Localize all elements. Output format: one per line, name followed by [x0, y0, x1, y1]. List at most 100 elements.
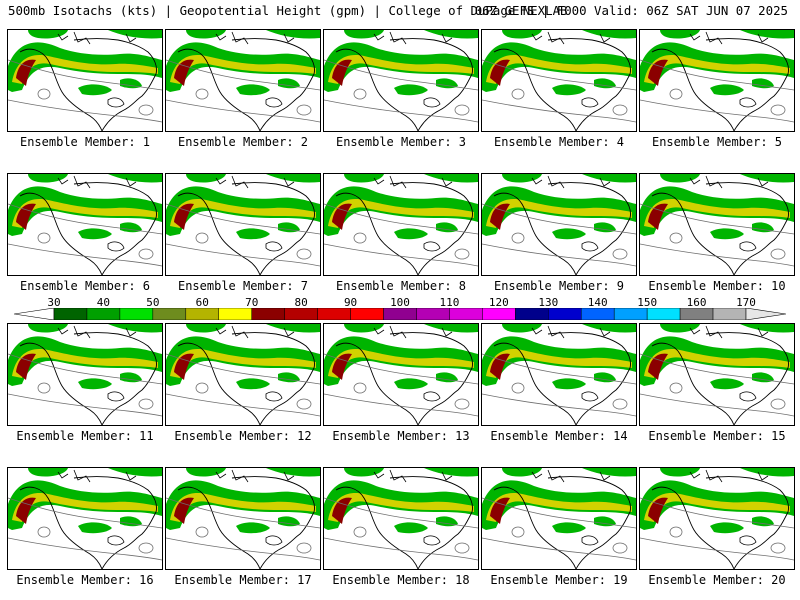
colorbar-swatch	[515, 308, 549, 320]
ensemble-map-6	[7, 173, 163, 276]
colorbar-swatch	[416, 308, 450, 320]
isotach-map	[166, 468, 320, 569]
ensemble-map-20	[639, 467, 795, 570]
ensemble-member-label: Ensemble Member: 4	[493, 135, 625, 149]
ensemble-map-7	[165, 173, 321, 276]
colorbar-tick-label: 120	[488, 296, 509, 309]
colorbar-swatch	[284, 308, 318, 320]
ensemble-member-label: Ensemble Member: 18	[332, 573, 470, 587]
ensemble-member-label: Ensemble Member: 11	[16, 429, 154, 443]
colorbar-tick-label: 100	[390, 296, 410, 309]
isotach-map	[8, 174, 162, 275]
ensemble-member-label: Ensemble Member: 10	[648, 279, 786, 293]
ensemble-member-label: Ensemble Member: 5	[651, 135, 783, 149]
isotach-map	[8, 324, 162, 425]
colorbar-arrow-right	[745, 308, 786, 320]
ensemble-member-label: Ensemble Member: 20	[648, 573, 786, 587]
ensemble-map-5	[639, 29, 795, 132]
isotach-map	[166, 324, 320, 425]
colorbar-swatch	[613, 308, 648, 320]
ensemble-map-8	[323, 173, 479, 276]
ensemble-map-1	[7, 29, 163, 132]
isotach-map	[166, 174, 320, 275]
colorbar-swatch	[350, 308, 384, 320]
colorbar-swatch	[646, 308, 681, 320]
colorbar-scale	[14, 308, 786, 320]
ensemble-member-label: Ensemble Member: 6	[19, 279, 151, 293]
ensemble-member-label: Ensemble Member: 13	[332, 429, 470, 443]
ensemble-map-2	[165, 29, 321, 132]
colorbar-tick-label: 130	[538, 296, 559, 309]
isotach-map	[482, 324, 636, 425]
ensemble-member-label: Ensemble Member: 7	[177, 279, 309, 293]
colorbar-swatch	[580, 308, 615, 320]
colorbar-tick-label: 140	[587, 296, 608, 309]
ensemble-member-label: Ensemble Member: 8	[335, 279, 467, 293]
colorbar-tick-label: 50	[146, 296, 160, 309]
ensemble-map-4	[481, 29, 637, 132]
colorbar-tick-label: 80	[294, 296, 308, 309]
ensemble-map-13	[323, 323, 479, 426]
colorbar-swatch	[152, 308, 187, 320]
ensemble-member-label: Ensemble Member: 2	[177, 135, 309, 149]
ensemble-member-label: Ensemble Member: 16	[16, 573, 154, 587]
colorbar-swatch	[548, 308, 582, 320]
product-title: 500mb Isotachs (kts) | Geopotential Heig…	[8, 3, 568, 18]
ensemble-map-15	[639, 323, 795, 426]
colorbar-swatch	[383, 308, 417, 320]
colorbar-swatch	[185, 308, 220, 320]
isotach-map	[324, 324, 478, 425]
isotach-map	[640, 468, 794, 569]
isotach-map	[166, 30, 320, 131]
ensemble-map-3	[323, 29, 479, 132]
ensemble-member-label: Ensemble Member: 19	[490, 573, 628, 587]
ensemble-member-label: Ensemble Member: 15	[648, 429, 786, 443]
ensemble-member-label: Ensemble Member: 3	[335, 135, 467, 149]
colorbar-tick-label: 110	[439, 296, 460, 309]
ensemble-map-19	[481, 467, 637, 570]
colorbar-swatch	[317, 308, 351, 320]
isotach-map	[324, 174, 478, 275]
ensemble-map-17	[165, 467, 321, 570]
ensemble-member-label: Ensemble Member: 9	[493, 279, 625, 293]
isotach-map	[482, 174, 636, 275]
colorbar-swatch	[449, 308, 483, 320]
colorbar-swatch	[482, 308, 516, 320]
ensemble-map-10	[639, 173, 795, 276]
colorbar-swatch	[119, 308, 154, 320]
ensemble-map-18	[323, 467, 479, 570]
colorbar-tick-label: 150	[637, 296, 658, 309]
colorbar-swatch	[679, 308, 714, 320]
isotach-map	[8, 30, 162, 131]
isotach-map	[324, 30, 478, 131]
isotach-map	[482, 468, 636, 569]
ensemble-map-9	[481, 173, 637, 276]
colorbar-arrow-left	[14, 308, 55, 320]
colorbar-tick-label: 170	[736, 296, 756, 309]
colorbar-swatch	[53, 308, 88, 320]
colorbar-swatch	[712, 308, 747, 320]
colorbar-swatch	[218, 308, 252, 320]
colorbar-tick-label: 30	[47, 296, 61, 309]
ensemble-member-label: Ensemble Member: 17	[174, 573, 312, 587]
isotach-map	[640, 174, 794, 275]
colorbar-tick-label: 40	[96, 296, 111, 309]
colorbar-tick-label: 90	[343, 296, 358, 309]
ensemble-map-16	[7, 467, 163, 570]
colorbar-tick-label: 60	[195, 296, 209, 309]
colorbar-tick-label: 70	[245, 296, 259, 309]
ensemble-member-label: Ensemble Member: 1	[19, 135, 151, 149]
colorbar-swatch	[86, 308, 121, 320]
isotach-map	[8, 468, 162, 569]
isotach-map	[640, 324, 794, 425]
colorbar-tick-label: 160	[686, 296, 707, 309]
ensemble-map-12	[165, 323, 321, 426]
isotach-map	[324, 468, 478, 569]
isotach-map	[482, 30, 636, 131]
ensemble-member-label: Ensemble Member: 12	[174, 429, 312, 443]
ensemble-map-14	[481, 323, 637, 426]
colorbar-swatch	[251, 308, 285, 320]
ensemble-member-label: Ensemble Member: 14	[490, 429, 628, 443]
ensemble-map-11	[7, 323, 163, 426]
valid-time: 06Z GEFS | F000 Valid: 06Z SAT JUN 07 20…	[474, 3, 788, 18]
